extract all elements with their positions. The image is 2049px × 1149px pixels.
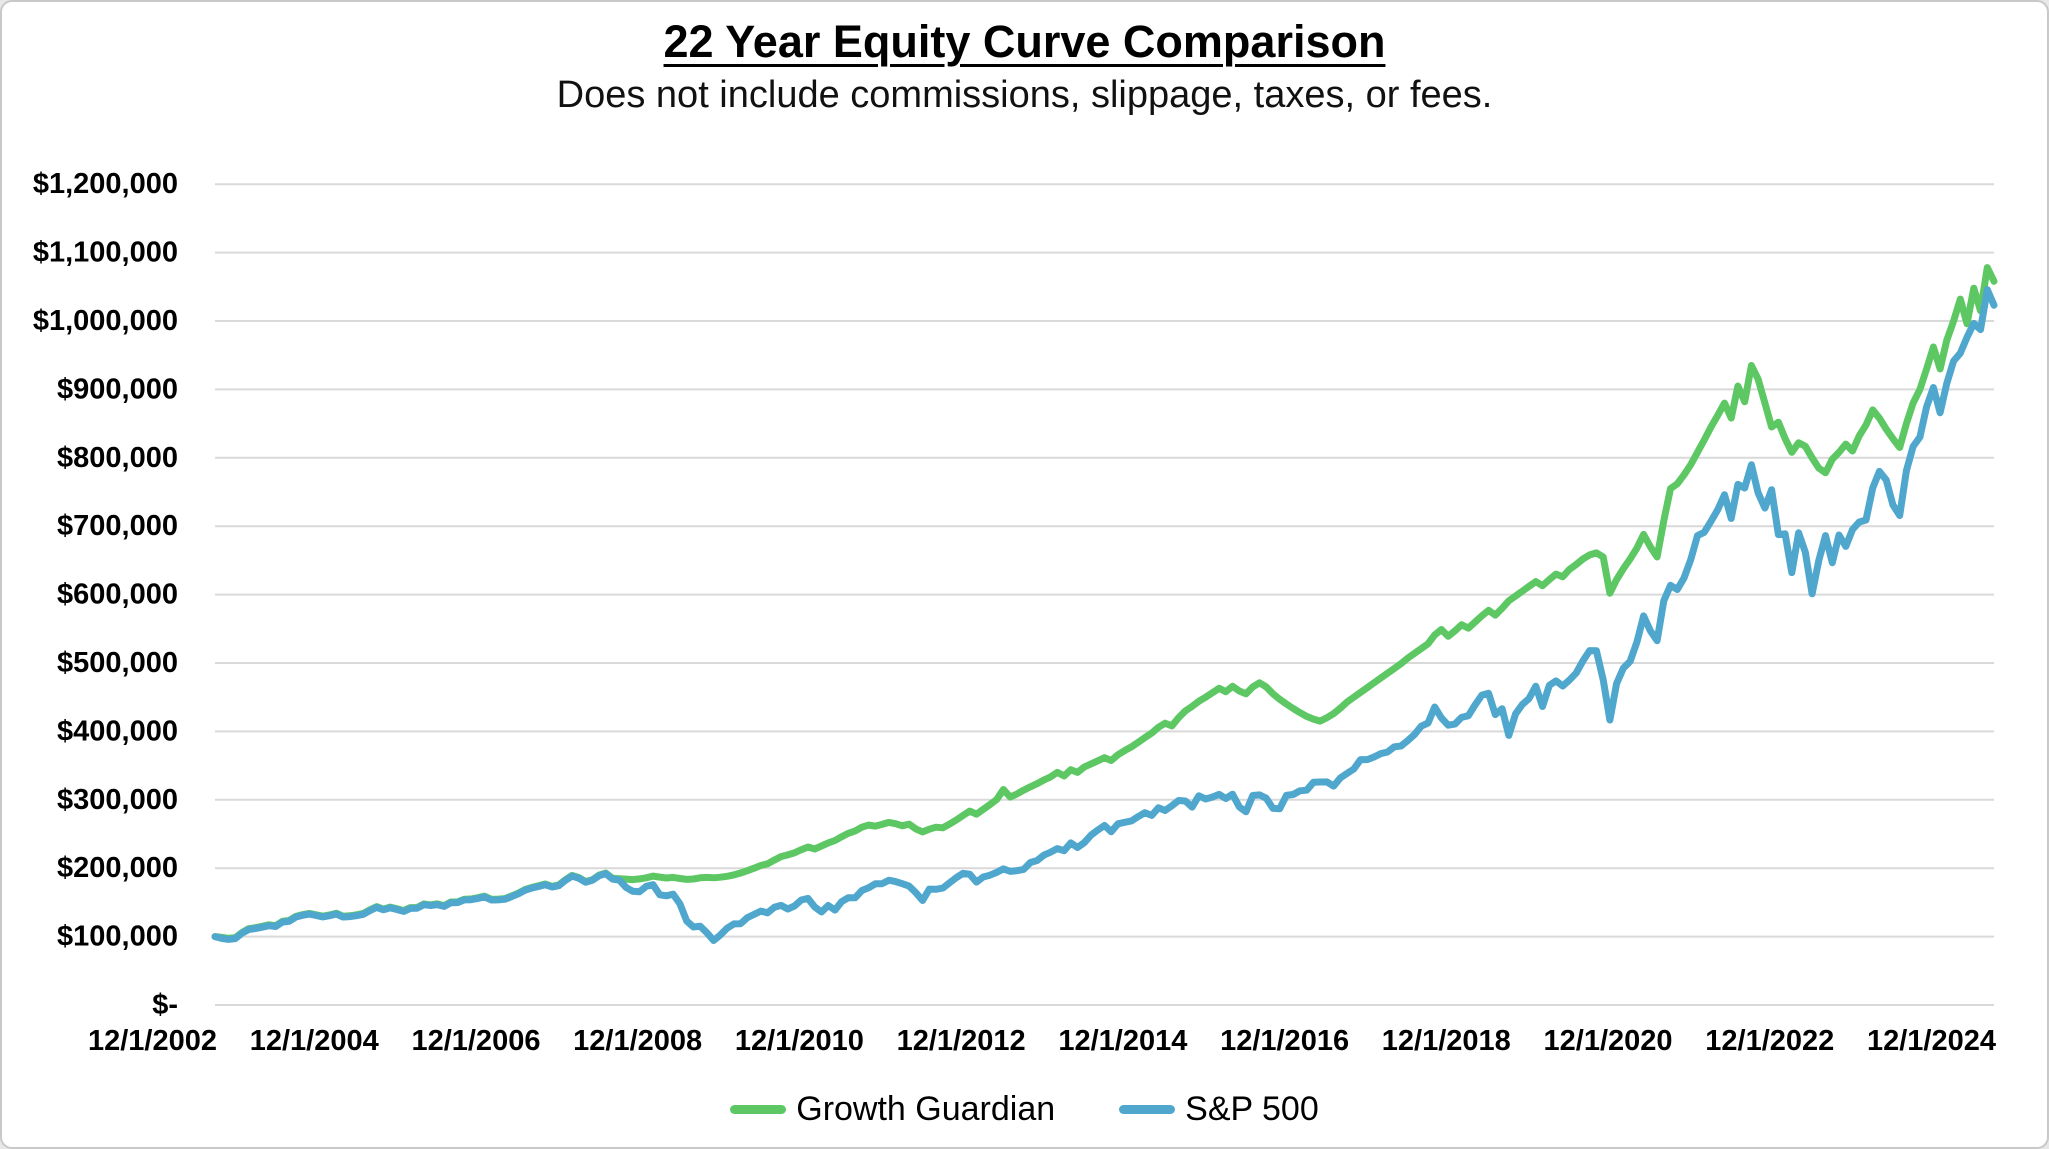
x-axis-label: 12/1/2016 (1220, 1025, 1349, 1057)
x-axis-label: 12/1/2018 (1382, 1025, 1511, 1057)
y-axis-label: $- (152, 989, 178, 1021)
chart-legend: Growth Guardian S&P 500 (2, 1090, 2047, 1129)
sp500-line-swatch (1119, 1105, 1176, 1114)
x-axis-label: 12/1/2022 (1705, 1025, 1834, 1057)
x-axis-label: 12/1/2006 (411, 1025, 540, 1057)
chart-title: 22 Year Equity Curve Comparison (663, 16, 1386, 67)
y-axis-label: $1,000,000 (33, 305, 178, 337)
y-axis-label: $1,100,000 (33, 237, 178, 269)
x-axis-label: 12/1/2002 (88, 1025, 217, 1057)
growth-guardian-line (211, 264, 1998, 942)
x-axis-label: 12/1/2020 (1544, 1025, 1673, 1057)
y-axis-label: $700,000 (57, 510, 178, 542)
y-axis-label: $200,000 (57, 852, 178, 884)
legend-item-growth-guardian: Growth Guardian (730, 1090, 1055, 1129)
growth-guardian-line-swatch (730, 1105, 787, 1114)
y-axis-label: $1,200,000 (33, 168, 178, 200)
y-axis-label: $500,000 (57, 647, 178, 679)
y-axis-label: $900,000 (57, 373, 178, 405)
legend-label-growth-guardian: Growth Guardian (796, 1090, 1056, 1128)
x-axis-label: 12/1/2024 (1867, 1025, 1996, 1057)
x-axis-label: 12/1/2004 (250, 1025, 379, 1057)
x-axis-label: 12/1/2010 (735, 1025, 864, 1057)
legend-label-sp500: S&P 500 (1185, 1090, 1319, 1128)
chart-subtitle: Does not include commissions, slippage, … (556, 74, 1493, 116)
y-axis-label: $600,000 (57, 579, 178, 611)
x-axis-label: 12/1/2012 (897, 1025, 1026, 1057)
x-axis-label: 12/1/2008 (573, 1025, 702, 1057)
y-axis-label: $400,000 (57, 715, 178, 747)
x-axis-label: 12/1/2014 (1058, 1025, 1187, 1057)
sp500-line (211, 286, 1998, 944)
y-axis-label: $800,000 (57, 442, 178, 474)
y-axis-label: $100,000 (57, 921, 178, 953)
y-axis-label: $300,000 (57, 784, 178, 816)
legend-item-sp500: S&P 500 (1119, 1090, 1319, 1129)
